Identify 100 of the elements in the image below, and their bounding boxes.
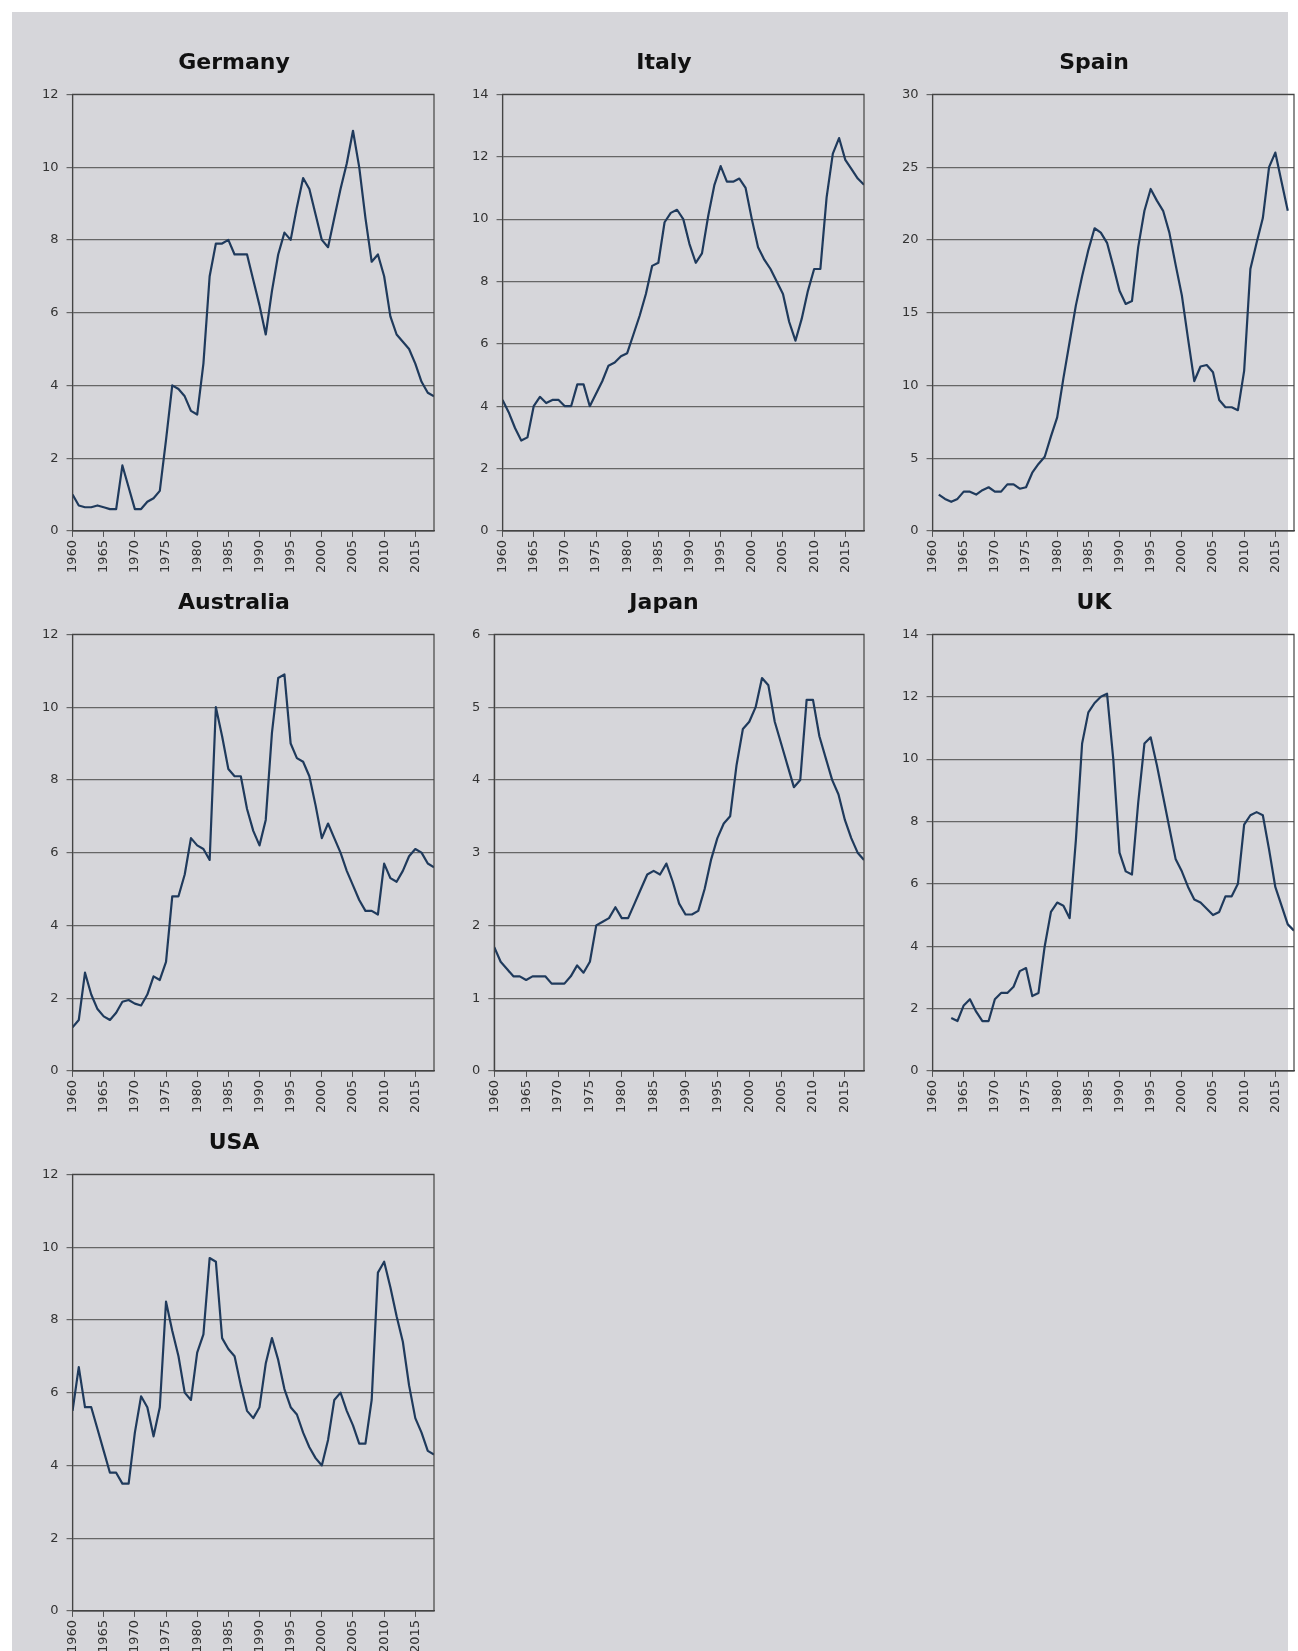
x-tick-label: 1960 (63, 539, 79, 574)
y-tick-label: 8 (50, 771, 59, 787)
y-tick-label: 15 (902, 304, 919, 320)
x-tick-label: 1995 (1142, 1079, 1158, 1114)
x-tick-label: 1985 (1079, 1079, 1095, 1114)
x-tick-label: 2000 (313, 1079, 329, 1114)
x-tick-label: 1995 (282, 1079, 298, 1114)
x-tick-label: 1970 (986, 1079, 1002, 1114)
y-tick-label: 6 (50, 304, 59, 320)
x-tick-label: 1975 (157, 539, 173, 574)
x-tick-label: 2005 (344, 1079, 360, 1114)
y-tick-label: 10 (42, 158, 59, 174)
x-tick-label: 1960 (63, 1079, 79, 1114)
y-tick-label: 8 (910, 812, 919, 828)
x-tick-label: 1970 (556, 539, 572, 574)
y-tick-label: 10 (902, 376, 919, 392)
y-tick-label: 4 (50, 916, 59, 932)
x-tick-label: 1980 (1048, 1079, 1064, 1114)
x-tick-label: 2010 (804, 1079, 820, 1114)
y-tick-label: 4 (471, 771, 481, 787)
x-tick-label: 1975 (1017, 1079, 1033, 1114)
chart-title: Australia (178, 588, 290, 614)
x-tick-label: 1975 (157, 1619, 173, 1651)
y-tick-label: 12 (42, 85, 59, 101)
x-tick-label: 1960 (923, 1079, 939, 1114)
y-tick-label: 2 (50, 1529, 59, 1545)
y-tick-label: 14 (472, 85, 489, 101)
y-tick-label: 6 (471, 625, 481, 641)
x-tick-label: 2005 (774, 539, 790, 574)
x-tick-label: 1985 (219, 539, 235, 574)
x-tick-label: 1995 (712, 539, 728, 574)
y-tick-label: 12 (902, 688, 919, 704)
y-tick-label: 10 (42, 1238, 59, 1254)
y-tick-label: 6 (50, 844, 59, 860)
x-tick-label: 2000 (743, 539, 759, 574)
y-tick-label: 3 (471, 844, 481, 860)
x-tick-label: 2005 (772, 1079, 788, 1114)
x-tick-label: 1970 (126, 1079, 142, 1114)
x-tick-label: 2010 (805, 539, 821, 574)
y-tick-label: 2 (50, 989, 59, 1005)
y-tick-label: 0 (910, 1062, 919, 1078)
x-tick-label: 1990 (250, 1619, 266, 1651)
chart-title: USA (208, 1128, 260, 1154)
x-tick-label: 1975 (587, 539, 603, 574)
x-tick-label: 1985 (649, 539, 665, 574)
x-tick-label: 2015 (836, 1079, 852, 1114)
x-tick-label: 1960 (493, 539, 509, 574)
x-tick-label: 1965 (95, 1619, 111, 1651)
x-tick-label: 2015 (1266, 1079, 1282, 1114)
y-tick-label: 6 (50, 1384, 59, 1400)
x-tick-label: 1980 (188, 539, 204, 574)
y-tick-label: 12 (472, 148, 489, 164)
x-tick-label: 2005 (1204, 539, 1220, 574)
x-tick-label: 1990 (1110, 1079, 1126, 1114)
x-tick-label: 1975 (1017, 539, 1033, 574)
x-tick-label: 1990 (250, 1079, 266, 1114)
y-tick-label: 2 (480, 459, 489, 475)
y-tick-label: 0 (480, 522, 489, 538)
y-tick-label: 8 (50, 231, 59, 247)
x-tick-label: 2000 (740, 1079, 756, 1114)
x-tick-label: 2010 (1235, 539, 1251, 574)
x-tick-label: 1960 (923, 539, 939, 574)
x-tick-label: 2010 (375, 1079, 391, 1114)
y-tick-label: 12 (42, 1165, 59, 1181)
x-tick-label: 1970 (126, 539, 142, 574)
x-tick-label: 1985 (645, 1079, 661, 1114)
x-tick-label: 2000 (313, 539, 329, 574)
x-tick-label: 2005 (344, 539, 360, 574)
x-tick-label: 1980 (188, 1079, 204, 1114)
y-tick-label: 0 (50, 522, 59, 538)
x-tick-label: 2015 (406, 539, 422, 574)
x-tick-label: 2005 (1204, 1079, 1220, 1114)
y-tick-label: 4 (50, 1456, 59, 1472)
y-tick-label: 0 (50, 1062, 59, 1078)
x-tick-label: 1990 (1110, 539, 1126, 574)
y-tick-label: 5 (471, 698, 481, 714)
y-tick-label: 0 (910, 522, 919, 538)
x-tick-label: 1975 (157, 1079, 173, 1114)
y-tick-label: 20 (902, 231, 919, 247)
y-tick-label: 2 (50, 449, 59, 465)
y-tick-label: 10 (472, 210, 489, 226)
y-tick-label: 8 (50, 1311, 59, 1327)
x-tick-label: 1990 (680, 539, 696, 574)
x-tick-label: 1995 (282, 1619, 298, 1651)
y-tick-label: 10 (42, 698, 59, 714)
x-tick-label: 1965 (517, 1079, 533, 1114)
y-tick-label: 6 (480, 335, 489, 351)
x-tick-label: 1990 (250, 539, 266, 574)
y-tick-label: 8 (480, 272, 489, 288)
x-tick-label: 1965 (95, 539, 111, 574)
chart-title: UK (1076, 588, 1113, 614)
x-tick-label: 1975 (581, 1079, 597, 1114)
x-tick-label: 1970 (986, 539, 1002, 574)
x-tick-label: 1965 (955, 539, 971, 574)
x-tick-label: 1995 (282, 539, 298, 574)
y-tick-label: 1 (471, 989, 481, 1005)
x-tick-label: 1980 (613, 1079, 629, 1114)
x-tick-label: 1960 (63, 1619, 79, 1651)
x-tick-label: 2010 (375, 539, 391, 574)
y-tick-label: 4 (50, 376, 59, 392)
